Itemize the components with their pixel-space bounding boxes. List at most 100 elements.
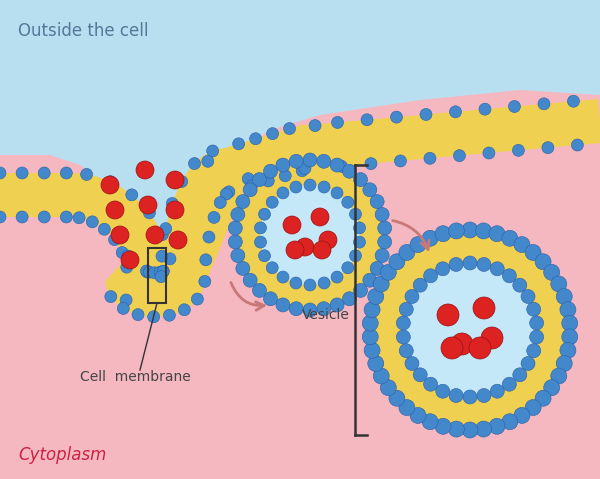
Circle shape <box>551 276 567 292</box>
Text: Vesicle: Vesicle <box>302 308 350 322</box>
Circle shape <box>364 302 380 318</box>
Circle shape <box>399 399 415 416</box>
Circle shape <box>544 380 560 396</box>
Circle shape <box>149 267 161 279</box>
Circle shape <box>163 309 175 321</box>
Circle shape <box>424 377 437 391</box>
Circle shape <box>223 186 235 198</box>
Circle shape <box>368 355 384 372</box>
Circle shape <box>243 183 257 197</box>
Circle shape <box>117 302 129 314</box>
Circle shape <box>98 223 110 235</box>
Circle shape <box>349 208 361 220</box>
Circle shape <box>542 142 554 154</box>
Circle shape <box>571 139 583 151</box>
Circle shape <box>202 155 214 167</box>
Circle shape <box>424 152 436 164</box>
Circle shape <box>317 154 331 168</box>
Circle shape <box>405 356 419 370</box>
Circle shape <box>525 244 541 261</box>
Circle shape <box>304 179 316 191</box>
Circle shape <box>362 329 378 345</box>
Circle shape <box>229 235 242 249</box>
Circle shape <box>403 263 537 397</box>
Circle shape <box>365 158 377 170</box>
Circle shape <box>262 175 274 187</box>
Circle shape <box>276 158 290 172</box>
Circle shape <box>0 211 6 223</box>
Circle shape <box>335 160 347 172</box>
Circle shape <box>377 221 392 235</box>
Circle shape <box>476 421 491 437</box>
Circle shape <box>375 249 389 262</box>
Circle shape <box>410 237 426 252</box>
Circle shape <box>380 380 397 396</box>
Circle shape <box>469 337 491 359</box>
Circle shape <box>122 250 134 262</box>
Circle shape <box>410 408 426 423</box>
Circle shape <box>101 176 119 194</box>
FancyArrowPatch shape <box>231 283 264 310</box>
Circle shape <box>448 421 464 437</box>
Circle shape <box>451 333 473 355</box>
Circle shape <box>454 149 466 161</box>
Circle shape <box>254 236 266 248</box>
Circle shape <box>353 172 368 187</box>
Circle shape <box>435 418 451 434</box>
Circle shape <box>560 302 576 318</box>
Circle shape <box>435 226 451 242</box>
Circle shape <box>462 222 478 238</box>
Circle shape <box>141 266 153 278</box>
Circle shape <box>169 231 187 249</box>
Circle shape <box>139 196 157 214</box>
Polygon shape <box>0 99 600 317</box>
Circle shape <box>363 183 377 197</box>
Circle shape <box>525 399 541 416</box>
Circle shape <box>373 368 389 384</box>
Circle shape <box>105 291 117 303</box>
Circle shape <box>259 250 271 262</box>
Circle shape <box>512 144 524 156</box>
Circle shape <box>259 208 271 220</box>
FancyArrowPatch shape <box>393 220 429 250</box>
Circle shape <box>462 422 478 438</box>
Circle shape <box>263 292 278 306</box>
Circle shape <box>319 231 337 249</box>
Circle shape <box>380 264 397 280</box>
Circle shape <box>399 302 413 316</box>
Circle shape <box>253 284 266 297</box>
Circle shape <box>120 294 132 306</box>
Circle shape <box>296 238 314 256</box>
Circle shape <box>116 247 128 259</box>
Circle shape <box>279 170 291 182</box>
Circle shape <box>254 222 266 234</box>
Circle shape <box>208 211 220 223</box>
Circle shape <box>73 212 85 224</box>
Circle shape <box>362 315 378 331</box>
Circle shape <box>422 230 438 246</box>
Circle shape <box>332 116 344 128</box>
Circle shape <box>250 133 262 145</box>
Circle shape <box>253 172 266 187</box>
Circle shape <box>527 302 541 316</box>
Circle shape <box>156 250 168 262</box>
Circle shape <box>231 207 245 221</box>
Circle shape <box>277 271 289 283</box>
Circle shape <box>318 277 330 289</box>
Circle shape <box>502 230 518 246</box>
Circle shape <box>368 288 384 305</box>
Bar <box>148 248 166 303</box>
Text: Cytoplasm: Cytoplasm <box>18 446 106 464</box>
Circle shape <box>299 162 311 174</box>
Circle shape <box>143 207 155 219</box>
Circle shape <box>473 297 495 319</box>
Circle shape <box>160 223 172 235</box>
Circle shape <box>236 262 250 275</box>
Circle shape <box>397 316 410 330</box>
Circle shape <box>389 390 405 406</box>
Circle shape <box>38 211 50 223</box>
Circle shape <box>231 249 245 262</box>
Circle shape <box>353 222 365 234</box>
Circle shape <box>413 368 427 382</box>
Circle shape <box>16 211 28 223</box>
